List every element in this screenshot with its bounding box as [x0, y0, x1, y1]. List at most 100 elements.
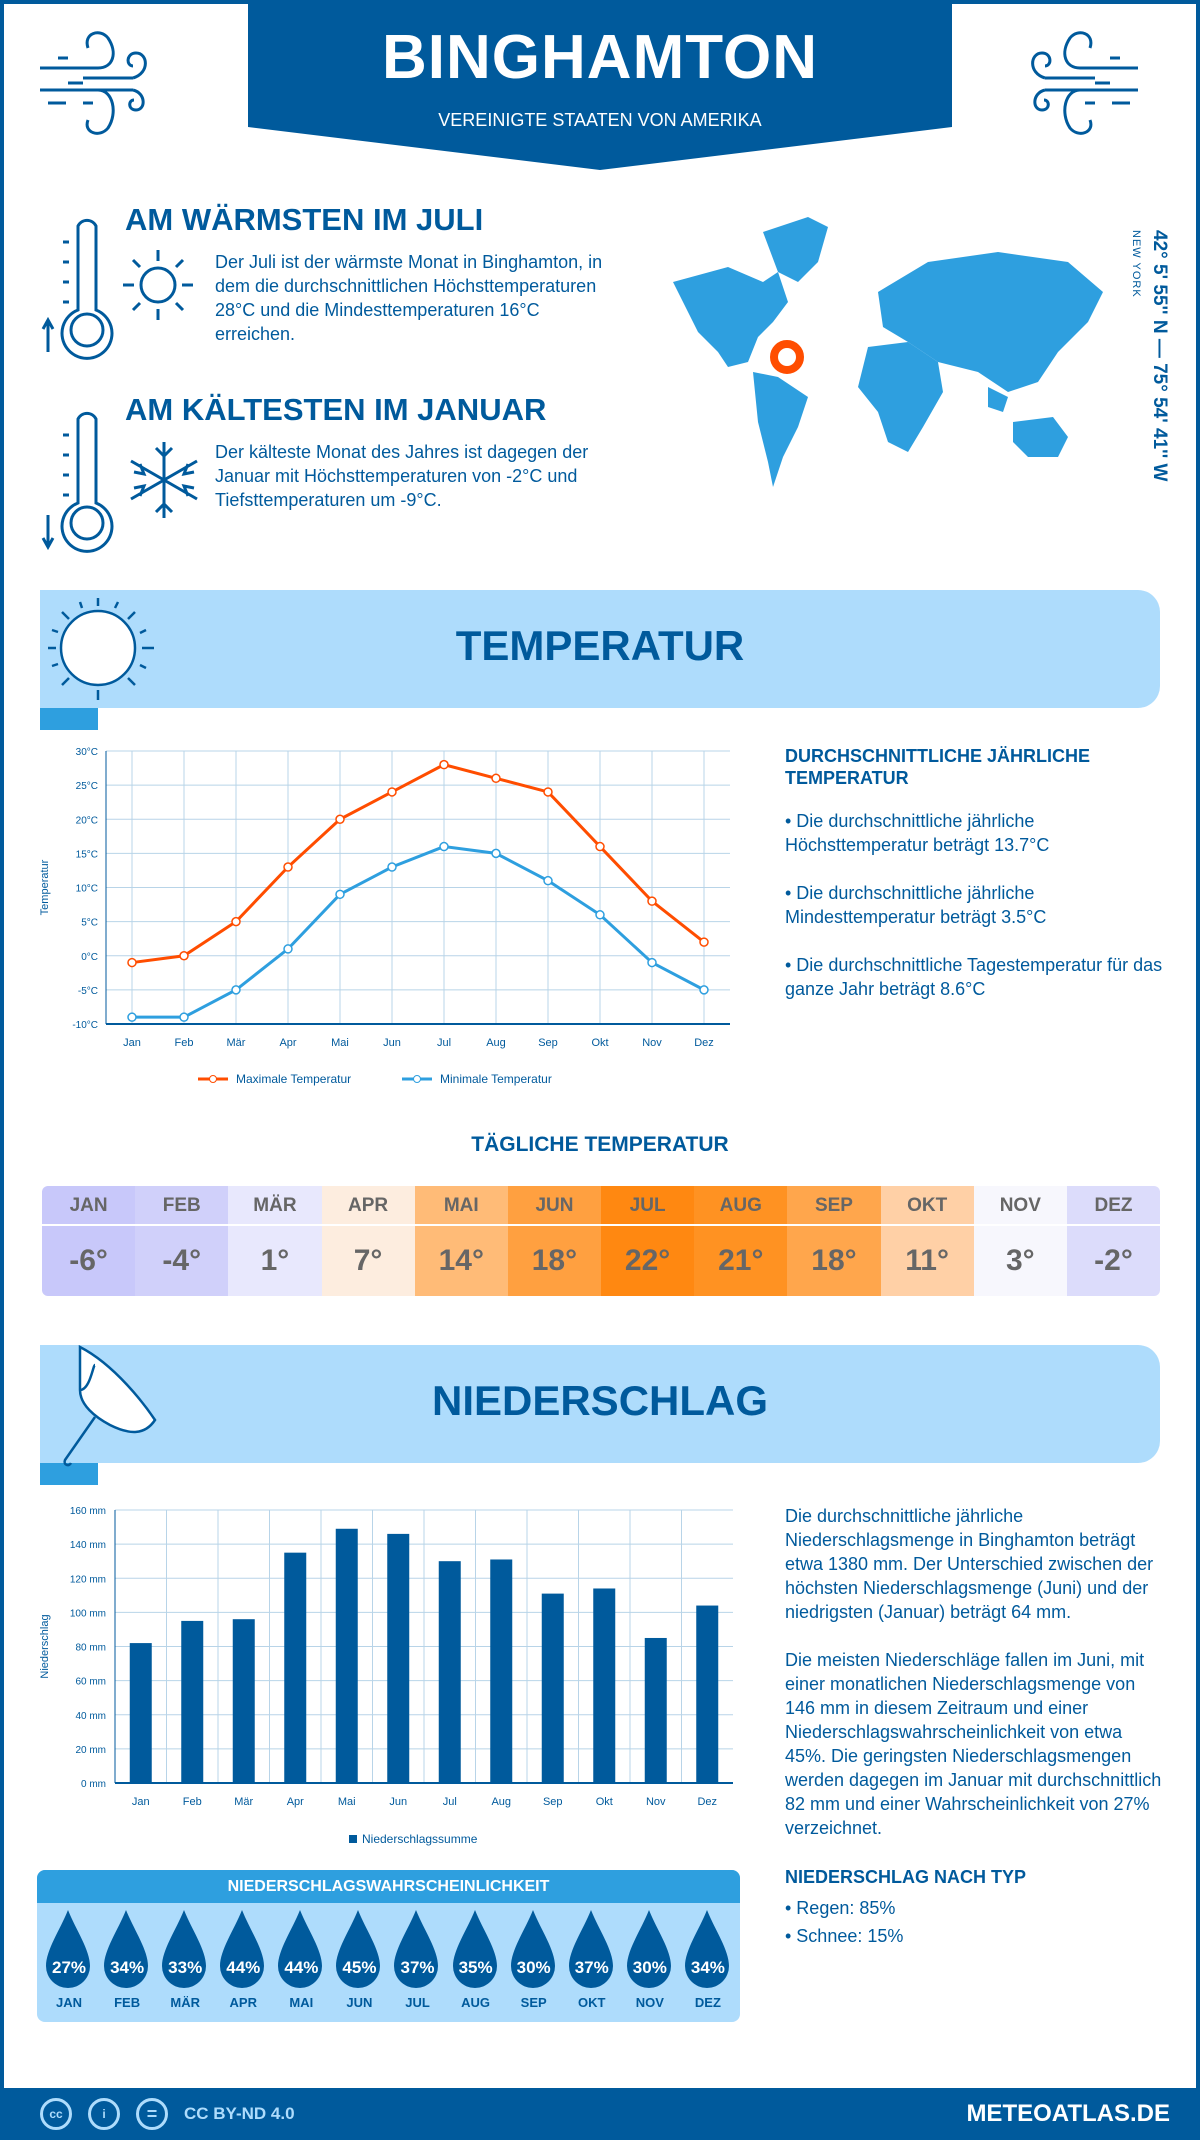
probability-drop: 30% SEP	[505, 1905, 563, 2017]
daily-month: APR	[321, 1186, 415, 1226]
raindrop-icon	[278, 1910, 323, 1988]
warmest-heading: AM WÄRMSTEN IM JULI	[125, 202, 484, 237]
data-point	[647, 957, 657, 968]
bar	[438, 1561, 461, 1783]
x-tick-label: Nov	[646, 1796, 666, 1808]
probability-value: 34%	[690, 1958, 725, 1977]
wind-icon-left	[40, 31, 147, 135]
data-point	[335, 814, 345, 824]
probability-drop: 27% JAN	[40, 1905, 98, 2017]
y-tick-label: 0°C	[81, 952, 98, 963]
world-map	[673, 217, 1103, 487]
precipitation-chart: 0 mm 20 mm 40 mm 60 mm 80 mm 100 mm 120 mm 140 …	[39, 1506, 733, 1846]
daily-value: 21°	[718, 1244, 764, 1277]
sun-icon	[123, 250, 193, 320]
y-tick-label: 20°C	[76, 815, 98, 826]
daily-temp-cell: SEP 18°	[787, 1186, 881, 1296]
daily-value: -6°	[69, 1244, 108, 1277]
bar	[696, 1605, 719, 1783]
cc-icon[interactable]: cc	[40, 2098, 72, 2130]
legend-label: Maximale Temperatur	[236, 1072, 351, 1086]
site-link[interactable]: METEOATLAS.DE	[966, 2100, 1170, 2127]
daily-value: -2°	[1094, 1244, 1133, 1277]
precipitation-type-snow: • Schnee: 15%	[785, 1926, 904, 1946]
data-point	[179, 1012, 189, 1022]
bar	[593, 1588, 616, 1783]
umbrella-icon	[63, 1345, 157, 1467]
daily-value: 7°	[353, 1244, 383, 1277]
daily-value: 18°	[811, 1244, 857, 1277]
probability-drop: 37% OKT	[563, 1905, 621, 2017]
raindrop-icon	[452, 1910, 497, 1988]
probability-drop: 44% MAI	[272, 1905, 330, 2017]
legend-swatch	[349, 1835, 357, 1843]
bar	[232, 1619, 255, 1783]
daily-value: 14°	[438, 1244, 484, 1277]
x-tick-label: Feb	[175, 1037, 194, 1049]
raindrop-icon	[568, 1910, 613, 1988]
data-point	[335, 889, 345, 900]
raindrop-icon	[104, 1910, 149, 1988]
daily-temp-cell: MAI 14°	[414, 1186, 508, 1296]
x-tick-label: Jun	[389, 1796, 407, 1808]
precipitation-detail: Die meisten Niederschläge fallen im Juni…	[785, 1650, 1162, 1838]
raindrop-icon	[626, 1910, 671, 1988]
series-line	[131, 763, 705, 965]
legend-marker	[209, 1075, 217, 1083]
probability-drop: 34% DEZ	[679, 1905, 737, 2017]
temperature-title: TEMPERATUR	[455, 622, 745, 669]
legend-label: Niederschlagssumme	[362, 1832, 478, 1846]
coordinates: 42° 5' 55'' N — 75° 54' 41'' W	[1148, 230, 1170, 490]
probability-value: 37%	[400, 1958, 435, 1977]
y-tick-label: 10°C	[76, 884, 98, 895]
annual-temperature-panel: DURCHSCHNITTLICHE JÄHRLICHE TEMPERATUR •…	[785, 745, 1165, 1001]
daily-temp-cell: DEZ -2°	[1066, 1186, 1160, 1296]
annual-bullet: • Die durchschnittliche jährliche Höchst…	[785, 811, 1050, 855]
probability-value: 27%	[52, 1958, 87, 1977]
probability-drop: 45% JUN	[330, 1905, 388, 2017]
x-tick-label: Feb	[183, 1796, 202, 1808]
raindrop-icon	[162, 1910, 207, 1988]
x-tick-label: Mär	[227, 1037, 246, 1049]
daily-temp-cell: JAN -6°	[42, 1186, 136, 1296]
data-point	[491, 773, 501, 784]
probability-value: 30%	[632, 1958, 667, 1977]
daily-month: JUL	[601, 1186, 695, 1226]
region-label: NEW YORK	[1130, 230, 1142, 298]
x-tick-label: Sep	[543, 1796, 563, 1808]
daily-temp-cell: APR 7°	[321, 1186, 415, 1296]
bar	[387, 1533, 410, 1783]
bar	[284, 1552, 307, 1783]
probability-month: DEZ	[694, 1995, 721, 2010]
annual-bullet: • Die durchschnittliche Tagestemperatur …	[785, 955, 1163, 999]
bar	[335, 1528, 358, 1783]
attribution-icon[interactable]: i	[88, 2098, 120, 2130]
y-tick-label: 25°C	[76, 781, 98, 792]
data-point	[699, 937, 709, 947]
x-tick-label: Aug	[491, 1796, 511, 1808]
data-point	[283, 862, 293, 872]
x-tick-label: Nov	[642, 1037, 662, 1049]
raindrop-icon	[684, 1910, 729, 1988]
coldest-heading: AM KÄLTESTEN IM JANUAR	[125, 392, 547, 427]
wind-icon-right	[1031, 31, 1138, 135]
x-tick-label: Jul	[437, 1037, 451, 1049]
coldest-text: Der kälteste Monat des Jahres ist dagege…	[215, 442, 589, 510]
raindrop-icon	[510, 1910, 555, 1988]
probability-drop: 44% APR	[214, 1905, 272, 2017]
precipitation-panel: Die durchschnittliche jährliche Niedersc…	[785, 1504, 1165, 1948]
probability-value: 30%	[516, 1958, 551, 1977]
daily-month: JUN	[507, 1186, 602, 1226]
coordinates-text: 42° 5' 55'' N — 75° 54' 41'' W	[1149, 230, 1170, 482]
precipitation-type-rain: • Regen: 85%	[785, 1898, 896, 1918]
warmest-text: Der Juli ist der wärmste Monat in Bingha…	[215, 252, 603, 344]
daily-temp-cell: JUN 18°	[507, 1186, 602, 1296]
bar	[181, 1620, 204, 1783]
data-point	[439, 841, 449, 852]
no-derivatives-icon[interactable]: =	[136, 2098, 168, 2130]
data-point	[387, 862, 397, 872]
data-point	[543, 787, 553, 797]
license-link[interactable]: CC BY-ND 4.0	[184, 2104, 295, 2123]
probability-month: FEB	[114, 1995, 141, 2010]
data-point	[179, 951, 189, 961]
